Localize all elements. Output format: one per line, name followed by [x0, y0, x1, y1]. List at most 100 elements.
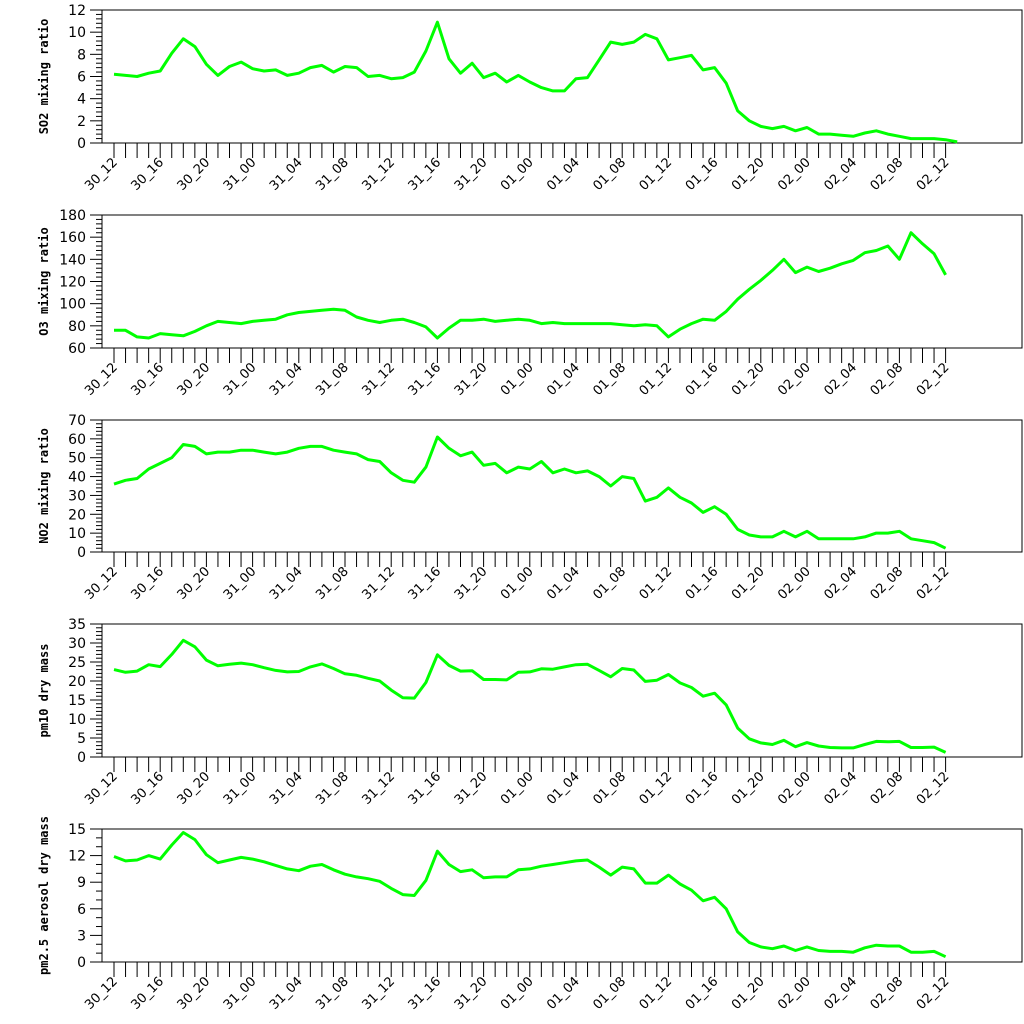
y-tick-label: 10 — [68, 526, 86, 542]
x-tick-label: 01_12 — [637, 360, 676, 399]
x-tick-label: 30_20 — [175, 564, 214, 603]
y-tick-label: 100 — [59, 297, 86, 313]
y-tick-label: 12 — [68, 849, 86, 865]
x-tick-label: 02_00 — [775, 564, 814, 603]
y-tick-label: 180 — [59, 208, 86, 224]
plot-frame — [101, 9, 1023, 144]
x-tick-label: 31_20 — [452, 360, 491, 399]
x-tick-label: 01_08 — [590, 155, 629, 194]
x-tick-label: 30_16 — [128, 564, 167, 603]
y-tick-label: 80 — [68, 319, 86, 335]
x-tick-label: 31_04 — [267, 974, 306, 1013]
x-tick-label: 30_12 — [82, 360, 121, 399]
x-tick-label: 31_16 — [406, 360, 445, 399]
x-tick-label: 31_12 — [359, 564, 398, 603]
x-tick-label: 31_08 — [313, 564, 352, 603]
y-tick-label: 5 — [77, 731, 86, 747]
series-line — [114, 231, 947, 340]
series-line — [113, 435, 947, 550]
y-axis-label: pm2.5 aerosol dry mass — [37, 816, 51, 975]
x-tick-label: 02_04 — [821, 564, 860, 603]
x-tick-label: 01_20 — [729, 360, 768, 399]
x-tick-label: 31_12 — [359, 155, 398, 194]
x-tick-label: 02_00 — [775, 155, 814, 194]
x-tick-label: 31_16 — [406, 974, 445, 1013]
x-tick-label: 01_00 — [498, 155, 537, 194]
x-tick-label: 01_20 — [729, 974, 768, 1013]
x-tick-label: 31_20 — [452, 564, 491, 603]
x-tick-label: 01_16 — [683, 974, 722, 1013]
x-tick-label: 30_20 — [175, 360, 214, 399]
x-tick-label: 02_04 — [821, 769, 860, 808]
x-tick-label: 02_12 — [914, 155, 953, 194]
y-tick-label: 40 — [68, 470, 86, 486]
y-tick-label: 20 — [68, 674, 86, 690]
plot-frame — [101, 623, 1023, 758]
y-tick-label: 15 — [68, 693, 86, 709]
x-tick-label: 30_20 — [175, 769, 214, 808]
y-tick-label: 50 — [68, 451, 86, 467]
y-tick-label: 0 — [77, 750, 86, 766]
plot-frame — [101, 214, 1023, 349]
x-tick-label: 31_04 — [267, 769, 306, 808]
x-tick-label: 30_20 — [175, 155, 214, 194]
x-tick-label: 31_04 — [267, 155, 306, 194]
y-axis-label: NO2 mixing ratio — [37, 428, 51, 544]
y-tick-label: 4 — [77, 92, 86, 108]
x-tick-label: 02_08 — [868, 769, 907, 808]
x-tick-label: 31_04 — [267, 360, 306, 399]
y-axis-label: pm10 dry mass — [37, 644, 51, 738]
x-tick-label: 02_00 — [775, 769, 814, 808]
x-tick-label: 30_12 — [82, 155, 121, 194]
x-tick-label: 01_16 — [683, 769, 722, 808]
y-tick-label: 60 — [68, 341, 86, 357]
x-tick-label: 01_12 — [637, 769, 676, 808]
x-tick-label: 30_12 — [82, 564, 121, 603]
x-tick-label: 02_08 — [868, 974, 907, 1013]
y-tick-label: 60 — [68, 432, 86, 448]
x-tick-label: 02_12 — [914, 564, 953, 603]
x-tick-label: 01_04 — [544, 564, 583, 603]
x-tick-label: 31_08 — [313, 155, 352, 194]
x-tick-label: 01_16 — [683, 155, 722, 194]
y-tick-label: 15 — [68, 822, 86, 838]
x-tick-label: 31_20 — [452, 769, 491, 808]
x-tick-label: 31_08 — [313, 769, 352, 808]
x-tick-label: 01_12 — [637, 974, 676, 1013]
x-tick-label: 01_20 — [729, 769, 768, 808]
x-tick-label: 30_16 — [128, 360, 167, 399]
x-tick-label: 31_08 — [313, 360, 352, 399]
x-tick-label: 01_20 — [729, 155, 768, 194]
y-tick-label: 6 — [77, 902, 86, 918]
x-tick-label: 31_04 — [267, 564, 306, 603]
x-tick-label: 31_00 — [221, 769, 260, 808]
x-tick-label: 01_12 — [637, 564, 676, 603]
y-tick-label: 140 — [59, 252, 86, 268]
y-tick-label: 120 — [59, 275, 86, 291]
x-tick-label: 01_00 — [498, 360, 537, 399]
x-tick-label: 01_04 — [544, 974, 583, 1013]
y-tick-label: 2 — [77, 114, 86, 130]
series-line — [113, 20, 958, 144]
plot-frame — [101, 828, 1023, 963]
y-tick-label: 30 — [68, 636, 86, 652]
x-tick-label: 02_08 — [868, 360, 907, 399]
x-tick-label: 31_00 — [221, 974, 260, 1013]
y-tick-label: 160 — [59, 230, 86, 246]
y-tick-label: 25 — [68, 655, 86, 671]
x-tick-label: 30_16 — [128, 974, 167, 1013]
chart-panel-5: 0 3 6 9 12 15 pm2.5 aerosol dry mass 30_12 30_16… — [37, 816, 1023, 1013]
y-tick-label: 3 — [77, 928, 86, 944]
x-tick-label: 01_12 — [637, 155, 676, 194]
x-tick-label: 01_04 — [544, 769, 583, 808]
x-tick-label: 01_08 — [590, 360, 629, 399]
series-line — [113, 831, 947, 959]
x-tick-label: 02_00 — [775, 360, 814, 399]
x-tick-label: 02_08 — [868, 155, 907, 194]
x-tick-label: 31_00 — [221, 564, 260, 603]
x-tick-label: 31_00 — [221, 155, 260, 194]
y-tick-label: 0 — [77, 545, 86, 561]
x-tick-label: 01_00 — [498, 974, 537, 1013]
x-tick-label: 02_08 — [868, 564, 907, 603]
